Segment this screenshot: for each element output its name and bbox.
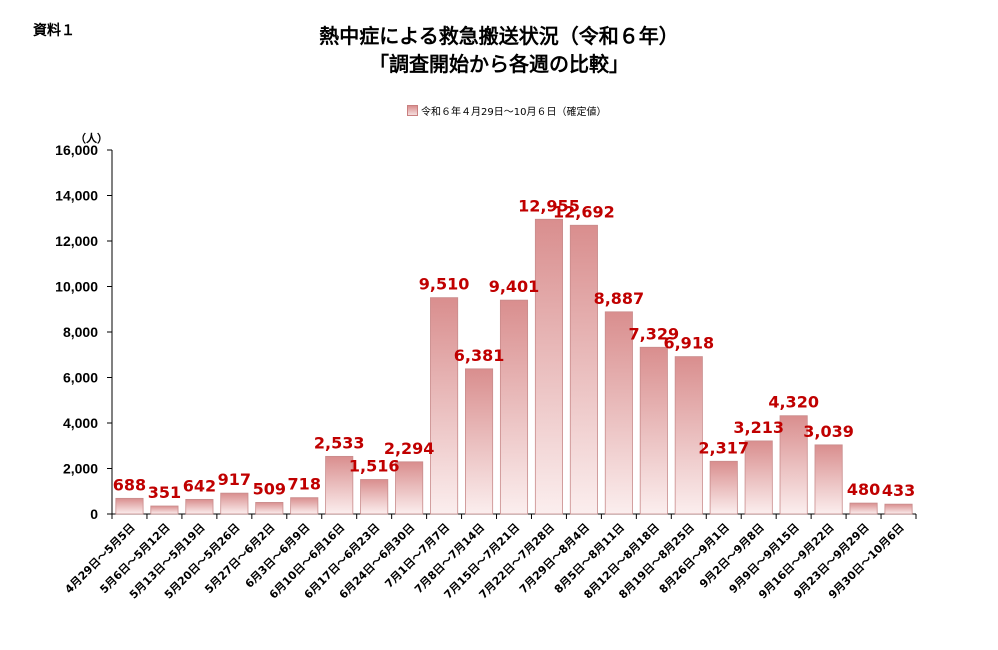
data-label: 351 xyxy=(148,483,181,502)
data-label: 8,887 xyxy=(594,289,645,308)
bar xyxy=(744,440,773,515)
bar xyxy=(499,299,529,515)
data-label: 480 xyxy=(847,480,880,499)
data-label: 6,381 xyxy=(454,346,505,365)
bar xyxy=(115,497,144,515)
legend: 令和６年４月29日～10月６日（確定値） xyxy=(407,103,606,118)
data-label: 433 xyxy=(882,481,915,500)
data-label: 9,401 xyxy=(489,277,540,296)
data-label: 642 xyxy=(183,476,216,495)
bar xyxy=(884,503,913,515)
bar xyxy=(814,444,843,515)
bar xyxy=(465,368,494,515)
legend-label: 令和６年４月29日～10月６日（確定値） xyxy=(421,107,607,118)
data-label: 3,213 xyxy=(733,418,784,437)
data-label: 2,533 xyxy=(314,433,365,452)
y-tick-label: 6,000 xyxy=(63,370,98,386)
y-tick-label: 14,000 xyxy=(55,188,98,204)
data-label: 2,294 xyxy=(384,439,435,458)
bar xyxy=(534,218,563,515)
bar xyxy=(604,311,633,515)
y-tick-label: 10,000 xyxy=(55,279,98,295)
bar xyxy=(849,502,878,515)
data-label: 917 xyxy=(218,470,251,489)
y-tick-label: 8,000 xyxy=(63,324,98,340)
document-label: 資料１ xyxy=(33,23,75,39)
data-label: 7,329 xyxy=(629,324,680,343)
bar xyxy=(360,479,389,515)
bar xyxy=(569,224,598,515)
data-label: 2,317 xyxy=(698,438,749,457)
data-label: 3,039 xyxy=(803,422,854,441)
legend-swatch xyxy=(407,105,418,116)
bar xyxy=(255,502,284,515)
data-label: 12,692 xyxy=(553,202,615,221)
bar xyxy=(325,455,354,515)
bar xyxy=(150,505,179,515)
bar xyxy=(395,461,424,515)
bar xyxy=(220,492,249,515)
data-label: 688 xyxy=(113,475,146,494)
data-label: 718 xyxy=(288,475,321,494)
data-label: 1,516 xyxy=(349,457,400,476)
bar xyxy=(779,415,808,515)
y-tick-label: 4,000 xyxy=(63,415,98,431)
y-tick-label: 12,000 xyxy=(55,233,98,249)
data-label: 4,320 xyxy=(768,393,819,412)
bar xyxy=(290,497,319,515)
data-label: 6,918 xyxy=(663,334,714,353)
bar xyxy=(674,356,703,515)
chart-title: 熱中症による救急搬送状況（令和６年） xyxy=(319,24,679,48)
bar xyxy=(709,460,738,515)
y-tick-label: 2,000 xyxy=(63,461,98,477)
bar xyxy=(639,346,668,515)
data-label: 12,955 xyxy=(518,196,580,215)
chart-subtitle: 「調査開始から各週の比較」 xyxy=(369,52,629,76)
y-tick-label: 16,000 xyxy=(55,142,98,158)
data-label: 9,510 xyxy=(419,275,470,294)
y-tick-label: 0 xyxy=(90,506,98,522)
y-unit-label: （人） xyxy=(75,131,108,145)
bar xyxy=(430,297,459,515)
bar xyxy=(185,498,214,515)
data-label: 509 xyxy=(253,479,286,498)
